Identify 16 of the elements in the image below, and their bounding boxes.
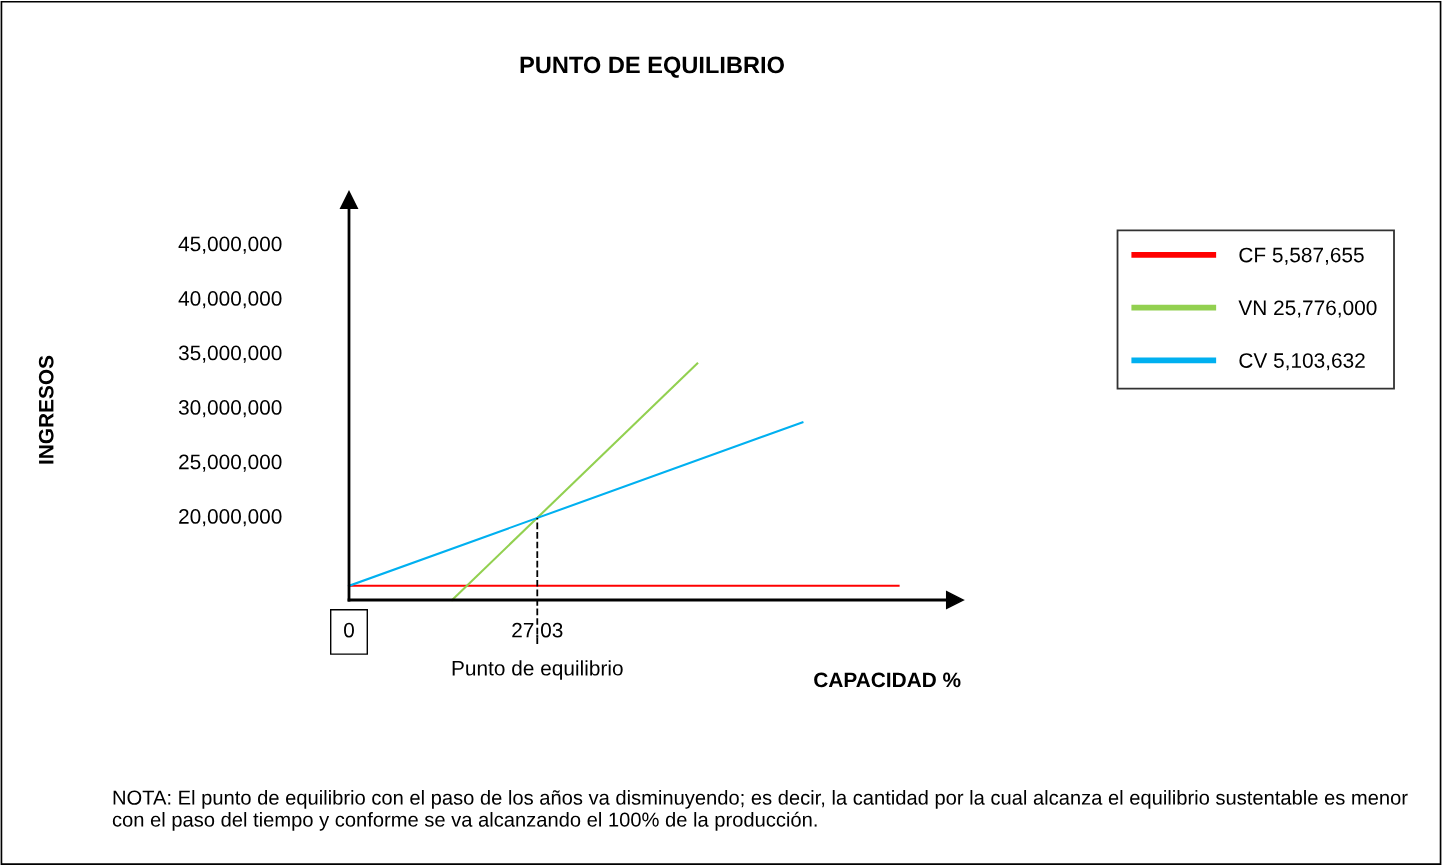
text: NOTA: El punto de equilibrio con el paso de los años va disminuyendo; es decir, la cantidad por la cual alcanza el equilibrio sustentable es menor con el paso del tiempo y conforme se va alcanzando el 100% de la producción. [112, 790, 1408, 831]
y-tick-label: 45,000,000 [178, 236, 282, 254]
y-tick-label: 35,000,000 [178, 345, 282, 363]
text: INGRESOS [38, 355, 54, 464]
legend-label: CF 5,587,655 [1239, 247, 1364, 265]
y-tick-label: 20,000,000 [179, 509, 282, 527]
chart-title: PUNTO DE EQUILIBRIO [520, 56, 784, 78]
x-axis-title: CAPACIDAD % [814, 672, 961, 688]
y-tick-label: 25,000,000 [179, 454, 282, 472]
x-tick-label: 27.03 [512, 622, 563, 638]
y-tick-label: 40,000,000 [178, 291, 282, 309]
legend-label: VN 25,776,000 [1238, 300, 1377, 318]
y-tick-label: 30,000,000 [178, 400, 282, 418]
x-tick-label: 0 [344, 622, 354, 638]
legend-label: CV 5,103,632 [1239, 353, 1365, 371]
ref-line-label: Punto de equilibrio [452, 660, 623, 680]
